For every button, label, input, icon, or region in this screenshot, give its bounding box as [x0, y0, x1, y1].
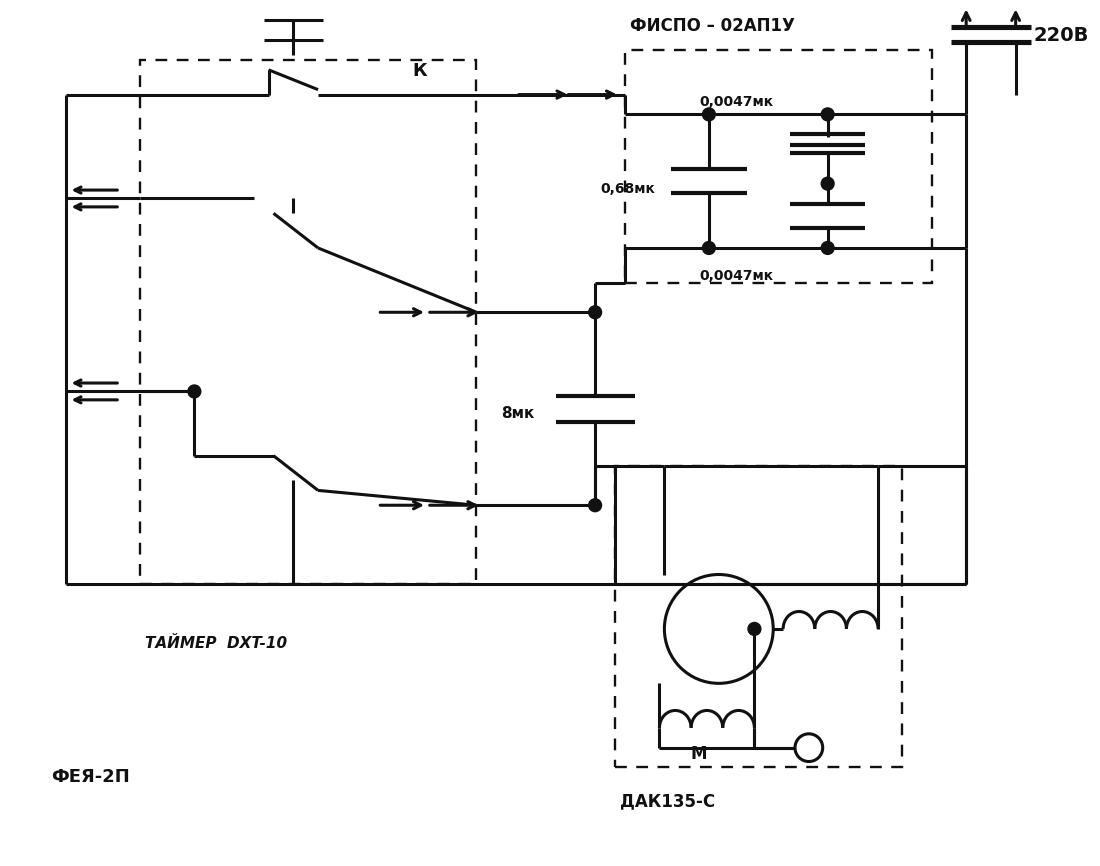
- Text: ФЕЯ-2П: ФЕЯ-2П: [51, 768, 130, 786]
- Bar: [140, 60, 476, 585]
- Bar: [615, 466, 902, 767]
- Text: 0,0047мк: 0,0047мк: [698, 95, 773, 109]
- Circle shape: [588, 499, 602, 512]
- Circle shape: [822, 108, 834, 120]
- Text: 220В: 220В: [1034, 26, 1089, 45]
- Circle shape: [703, 242, 715, 255]
- Text: М: М: [691, 745, 707, 763]
- Circle shape: [588, 306, 602, 319]
- Circle shape: [748, 623, 761, 636]
- Circle shape: [703, 108, 715, 120]
- Bar: [625, 50, 932, 282]
- Text: 0,68мк: 0,68мк: [601, 182, 654, 196]
- Text: К: К: [412, 61, 427, 80]
- Circle shape: [188, 385, 201, 397]
- Text: ФИСПО – 02АП1У: ФИСПО – 02АП1У: [629, 17, 794, 36]
- Text: 0,0047мк: 0,0047мк: [698, 268, 773, 282]
- Text: 8мк: 8мк: [502, 406, 535, 421]
- Text: ДАК135-С: ДАК135-С: [619, 792, 715, 811]
- Circle shape: [822, 242, 834, 255]
- Text: ТАЙМЕР  DXT-10: ТАЙМЕР DXT-10: [145, 637, 287, 651]
- Circle shape: [822, 178, 834, 190]
